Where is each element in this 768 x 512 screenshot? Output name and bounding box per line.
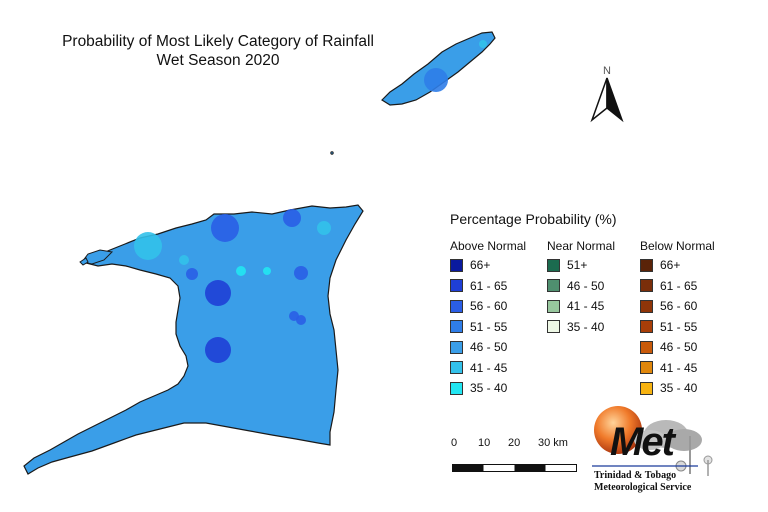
legend-column-near-normal: Near Normal 51+ 46 - 50 41 - 45 35 - 40 [547,239,615,337]
legend-item: 66+ [640,255,715,276]
legend-swatch [450,381,463,395]
legend-item: 35 - 40 [640,378,715,399]
legend-item: 61 - 65 [450,276,526,297]
legend-label: 56 - 60 [660,299,698,314]
title-line-1: Probability of Most Likely Category of R… [62,33,374,50]
legend-swatch [547,279,560,293]
legend-item: 41 - 45 [547,296,615,317]
legend-item: 66+ [450,255,526,276]
legend-label: 66+ [470,258,491,273]
legend-label: 41 - 45 [567,299,605,314]
zone-e-3 [296,315,306,325]
nw-peninsula [81,249,114,265]
legend-swatch [450,320,463,334]
tobago-zone-small [479,40,487,48]
sun-cloud-icon [592,406,713,476]
legend-swatch [547,299,560,313]
zone-south-central [205,337,231,363]
legend-item: 61 - 65 [640,276,715,297]
legend-swatch [450,361,463,375]
scale-tick-label: 20 [508,437,521,449]
legend-item: 41 - 45 [640,358,715,379]
legend-swatch [547,320,560,334]
legend-label: 61 - 65 [660,278,698,293]
islet [330,151,334,155]
legend-item: 41 - 45 [450,358,526,379]
legend-label: 51 - 55 [470,319,508,334]
scale-tick-label: 0 [451,437,458,449]
legend-swatch [640,361,653,375]
legend-item: 35 - 40 [547,317,615,338]
legend-column-heading: Above Normal [450,239,527,253]
met-service-logo: Met Trinidad & Tobago Meteorological Ser… [588,404,728,504]
logo-line-1: Trinidad & Tobago [594,470,677,481]
zone-ne [283,209,301,227]
legend-label: 46 - 50 [660,340,698,355]
legend-swatch [450,258,463,272]
legend-swatch [450,340,463,354]
zone-small-3 [236,266,246,276]
legend-column-above-normal: Above Normal 66+ 61 - 65 56 - 60 51 - 55 46 … [450,239,526,399]
zone-central [205,280,231,306]
legend-label: 35 - 40 [470,381,508,396]
legend-item: 51 - 55 [450,317,526,338]
title-line-2: Wet Season 2020 [156,52,280,69]
north-arrow-icon: N [590,65,624,123]
legend-label: 46 - 50 [567,278,605,293]
legend-label: 46 - 50 [470,340,508,355]
legend-item: 46 - 50 [640,337,715,358]
legend-label: 35 - 40 [567,319,605,334]
legend-swatch [450,279,463,293]
legend-swatch [640,340,653,354]
zone-n-central [211,214,239,242]
legend-swatch [640,381,653,395]
legend-item: 46 - 50 [547,276,615,297]
legend-item: 51+ [547,255,615,276]
legend-column-heading: Near Normal [547,239,616,253]
legend-item: 51 - 55 [640,317,715,338]
legend-swatch [640,279,653,293]
logo-line-2: Meteorological Service [594,482,692,493]
legend-swatch [640,258,653,272]
legend-label: 35 - 40 [660,381,698,396]
legend-title: Percentage Probability (%) [450,211,617,227]
legend-label: 51 - 55 [660,319,698,334]
legend-label: 66+ [660,258,681,273]
zone-small-2 [179,255,189,265]
zone-small-1 [186,268,198,280]
tobago-zone [424,68,448,92]
legend-item: 56 - 60 [640,296,715,317]
north-arrow: N [590,62,630,126]
legend-swatch [640,320,653,334]
scale-tick-label: 30 km [538,437,568,449]
north-arrow-label: N [603,65,611,77]
scale-bar-labels: 0 10 20 30 km [448,437,588,451]
legend-label: 61 - 65 [470,278,508,293]
legend-label: 56 - 60 [470,299,508,314]
legend-item: 56 - 60 [450,296,526,317]
zone-e-1 [294,266,308,280]
islet-nw [79,257,89,266]
zone-small-4 [263,267,271,275]
logo-wordmark: Met [610,420,675,464]
legend-item: 35 - 40 [450,378,526,399]
legend-label: 41 - 45 [660,360,698,375]
legend-item: 46 - 50 [450,337,526,358]
legend-swatch [450,299,463,313]
trinidad-island [23,204,364,475]
zone-nw [134,232,162,260]
legend-swatch [547,258,560,272]
scale-tick-label: 10 [478,437,491,449]
legend-label: 41 - 45 [470,360,508,375]
legend-column-below-normal: Below Normal 66+ 61 - 65 56 - 60 51 - 55 46 … [640,239,715,399]
legend-label: 51+ [567,258,588,273]
map-title: Probability of Most Likely Category of R… [14,32,422,70]
legend-column-heading: Below Normal [640,239,715,253]
zone-ne-coast [317,221,331,235]
scale-bar [452,464,577,472]
legend-swatch [640,299,653,313]
